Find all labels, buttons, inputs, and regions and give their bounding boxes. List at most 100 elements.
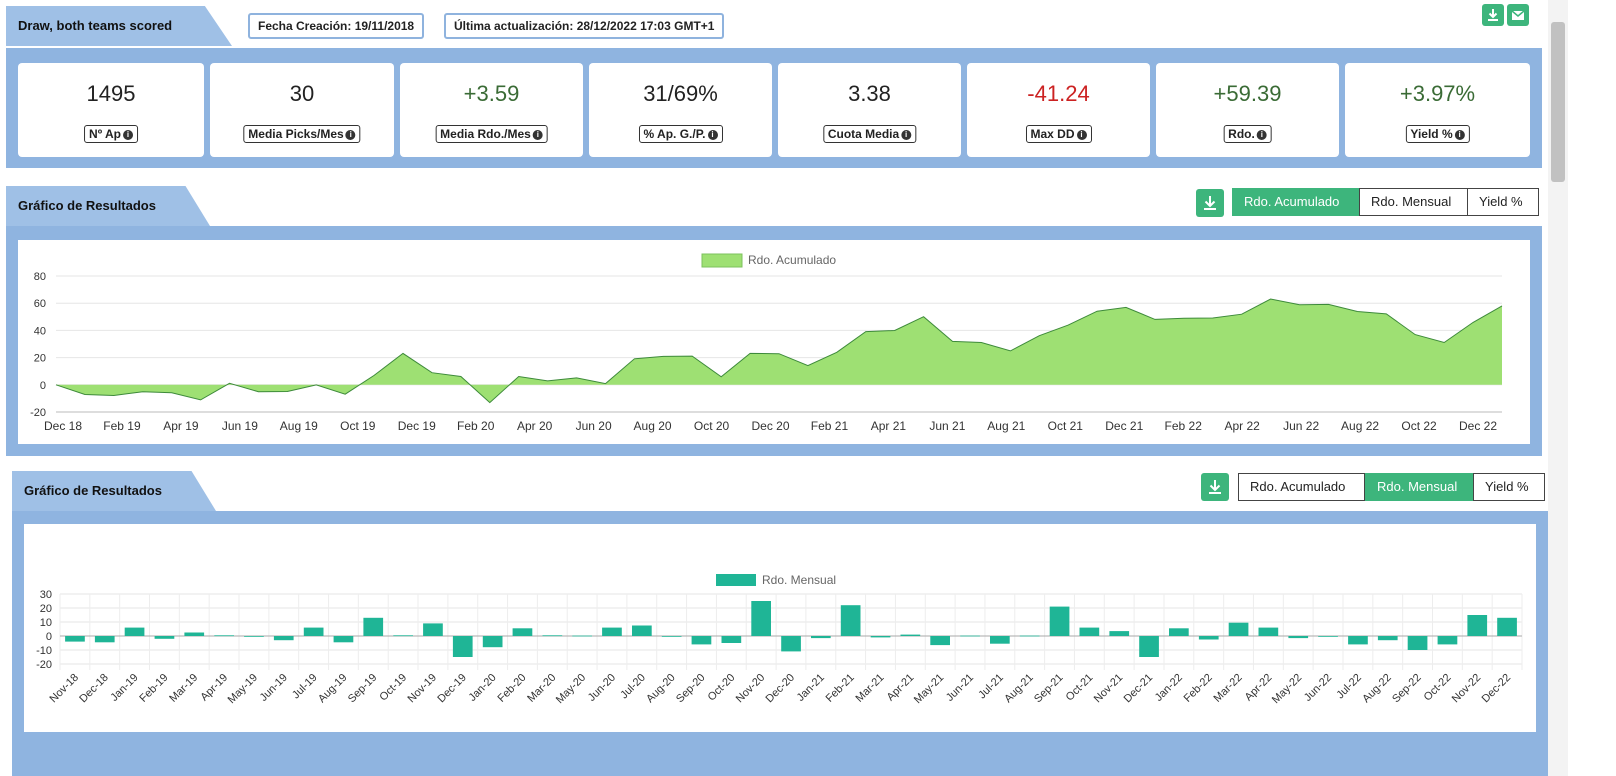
chart1-download-button[interactable]	[1196, 189, 1224, 217]
download-icon	[1488, 9, 1498, 21]
last-update-badge: Última actualización: 28/12/2022 17:03 G…	[444, 13, 725, 39]
vertical-scrollbar[interactable]	[1548, 0, 1568, 776]
bar	[482, 636, 503, 648]
download-icon	[1204, 196, 1216, 210]
x-tick-label: Aug 19	[280, 419, 318, 433]
x-tick-label: Sep-21	[1032, 672, 1066, 706]
bar	[393, 635, 413, 637]
stat-label[interactable]: Yield % i	[1405, 125, 1470, 143]
bar	[572, 635, 592, 637]
info-icon[interactable]: i	[532, 130, 543, 140]
chart1-tab-mensual[interactable]: Rdo. Mensual	[1359, 188, 1468, 216]
bar	[721, 636, 742, 643]
stat-value: 30	[289, 81, 315, 106]
stat-label[interactable]: Media Picks/Mes i	[243, 125, 361, 143]
bar	[333, 636, 354, 643]
x-tick-label: May-21	[912, 672, 946, 706]
stat-label-text: Media Picks/Mes	[248, 127, 344, 141]
legend-swatch	[716, 574, 756, 586]
bar	[542, 635, 563, 637]
stat-label-text: Media Rdo./Mes	[440, 127, 531, 141]
x-tick-label: Dec 20	[751, 419, 789, 433]
stat-value: 31/69%	[643, 81, 718, 106]
stat-card: +59.39 Rdo. i	[1156, 63, 1339, 157]
bar	[1079, 627, 1100, 636]
x-tick-label: Sep-19	[346, 672, 380, 706]
y-tick-label: 30	[40, 589, 52, 601]
bar	[1288, 636, 1309, 639]
email-button[interactable]	[1507, 4, 1529, 26]
x-tick-label: Dec-21	[1122, 672, 1156, 706]
bar	[1228, 622, 1249, 636]
bar	[1139, 636, 1159, 657]
y-tick-label: 0	[40, 380, 46, 392]
chart2-tab-yield[interactable]: Yield %	[1473, 473, 1545, 501]
info-icon[interactable]: i	[1454, 130, 1465, 140]
x-tick-label: Nov-18	[47, 672, 81, 706]
x-tick-label: Oct-21	[1064, 672, 1096, 704]
chart1-area: 80 60 40 20 0 -20 Dec 18 Feb 19 Apr 19 Jun 19 Aug …	[18, 240, 1530, 444]
bar	[512, 628, 533, 636]
info-icon[interactable]: i	[345, 130, 356, 140]
stat-label-text: Rdo.	[1228, 127, 1255, 141]
envelope-icon	[1511, 10, 1525, 20]
x-tick-label: Jan-22	[1153, 672, 1185, 704]
y-tick-label: 60	[34, 298, 46, 310]
y-tick-label: 10	[40, 617, 52, 629]
stat-label[interactable]: Media Rdo./Mes i	[435, 125, 548, 143]
x-tick-label: Feb 20	[457, 419, 495, 433]
stat-label[interactable]: Max DD i	[1025, 125, 1092, 143]
chart1-tab-yield[interactable]: Yield %	[1467, 188, 1539, 216]
bar	[870, 636, 891, 638]
bar	[1049, 606, 1070, 636]
bar	[1497, 617, 1517, 636]
bar	[990, 636, 1010, 644]
chart1-tab-acumulado[interactable]: Rdo. Acumulado	[1232, 188, 1359, 216]
x-tick-label: May-19	[226, 672, 260, 706]
x-tick-label: Oct 20	[694, 419, 730, 433]
bar	[632, 625, 652, 636]
chart2-tab-mensual[interactable]: Rdo. Mensual	[1365, 473, 1474, 501]
x-tick-label: Dec 18	[44, 419, 82, 433]
stat-value: +3.97%	[1399, 81, 1476, 106]
x-tick-label: Aug 20	[634, 419, 672, 433]
info-icon[interactable]: i	[901, 130, 912, 140]
stat-label[interactable]: Rdo. i	[1223, 125, 1272, 143]
stat-label-text: Max DD	[1030, 127, 1075, 141]
x-tick-label: Oct-22	[1422, 672, 1454, 704]
stat-card: 3.38 Cuota Media i	[778, 63, 961, 157]
stat-label[interactable]: % Ap. G./P. i	[638, 125, 723, 143]
legend-label: Rdo. Mensual	[762, 573, 836, 587]
bar	[1407, 636, 1428, 650]
x-tick-label: Dec 19	[398, 419, 436, 433]
stat-label-text: % Ap. G./P.	[643, 127, 706, 141]
x-tick-label: Dec-18	[77, 672, 111, 706]
info-icon[interactable]: i	[1256, 130, 1267, 140]
info-icon[interactable]: i	[707, 130, 718, 140]
x-tick-label: Apr 21	[871, 419, 907, 433]
stat-label[interactable]: Cuota Media i	[822, 125, 917, 143]
bar	[1437, 636, 1458, 645]
bar	[1198, 636, 1219, 640]
bar	[900, 634, 921, 636]
stat-label-text: Yield %	[1410, 127, 1453, 141]
stat-label-text: Cuota Media	[827, 127, 900, 141]
chart2-download-button[interactable]	[1201, 473, 1229, 501]
bar	[960, 635, 980, 637]
chart2-tab-acumulado[interactable]: Rdo. Acumulado	[1238, 473, 1365, 501]
info-icon[interactable]: i	[122, 130, 133, 140]
x-tick-label: Jan-20	[466, 672, 498, 704]
scrollbar-thumb[interactable]	[1551, 22, 1565, 182]
info-icon[interactable]: i	[1076, 130, 1087, 140]
x-tick-label: Mar-19	[167, 672, 200, 705]
x-tick-label: Jun-20	[586, 672, 618, 704]
bar	[840, 605, 861, 636]
x-tick-label: Nov-21	[1092, 672, 1126, 706]
stat-label[interactable]: Nº Ap i	[84, 125, 138, 143]
y-tick-label: 20	[40, 603, 52, 615]
creation-date-badge: Fecha Creación: 19/11/2018	[248, 13, 425, 39]
bar	[781, 636, 801, 652]
bar	[244, 636, 264, 637]
download-button[interactable]	[1482, 4, 1504, 26]
y-tick-label: 20	[34, 353, 46, 365]
